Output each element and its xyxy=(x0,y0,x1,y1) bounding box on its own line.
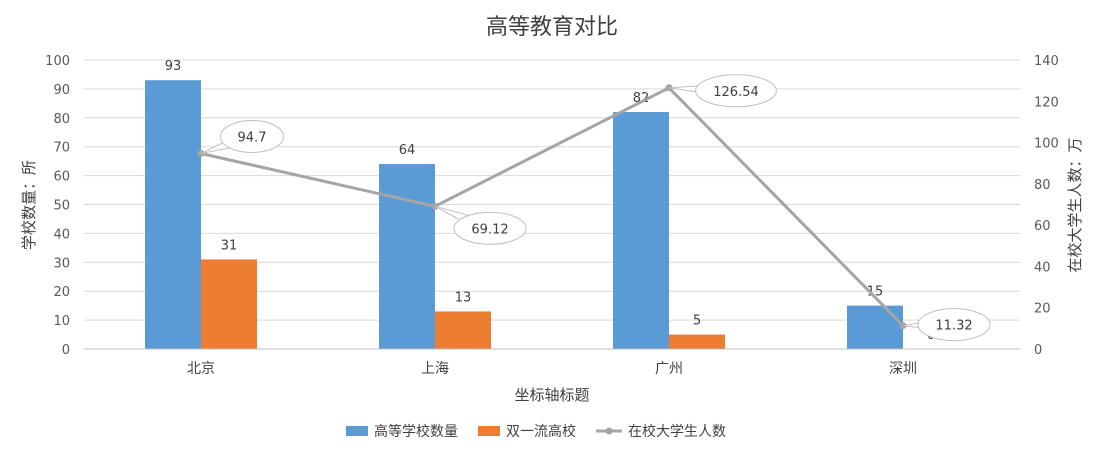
bar-double-first-class xyxy=(201,259,257,349)
left-axis-tick-label: 70 xyxy=(53,141,70,156)
legend-swatch-marker xyxy=(605,427,613,435)
bar-data-label: 82 xyxy=(633,91,650,106)
x-axis-title: 坐标轴标题 xyxy=(514,386,589,404)
left-axis-tick-label: 40 xyxy=(53,227,70,242)
line-data-label: 126.54 xyxy=(713,85,759,100)
line-data-label: 11.32 xyxy=(935,319,972,334)
right-axis-tick-label: 0 xyxy=(1034,343,1042,358)
bar-data-label: 93 xyxy=(165,59,182,74)
left-axis-tick-label: 90 xyxy=(53,83,70,98)
bar-data-label: 13 xyxy=(455,290,472,305)
left-axis-tick-label: 100 xyxy=(45,54,70,69)
bar-data-label: 5 xyxy=(693,314,701,329)
left-axis-tick-label: 50 xyxy=(53,199,70,214)
y-axis-title: 学校数量：所 xyxy=(20,160,38,250)
bar-double-first-class xyxy=(435,311,491,349)
line-data-label: 94.7 xyxy=(238,131,267,146)
y2-axis-title: 在校大学生人数：万 xyxy=(1066,137,1084,272)
callout-bubble xyxy=(219,120,285,154)
line-students xyxy=(200,86,905,327)
right-axis-tick-label: 140 xyxy=(1034,54,1059,69)
legend-swatch xyxy=(478,426,500,436)
callout-bubble xyxy=(695,74,777,108)
bar-data-label: 15 xyxy=(867,285,884,300)
left-axis-tick-label: 60 xyxy=(53,170,70,185)
category-label: 广州 xyxy=(655,361,683,377)
legend-label: 双一流高校 xyxy=(506,423,576,440)
left-axis-tick-label: 20 xyxy=(53,285,70,300)
left-axis-tick-label: 0 xyxy=(62,343,70,358)
bar-high-schools xyxy=(613,112,669,350)
left-axis-tick-label: 80 xyxy=(53,112,70,127)
bar-high-schools xyxy=(145,80,201,349)
category-label: 上海 xyxy=(421,361,449,377)
chart-title: 高等教育对比 xyxy=(486,15,618,40)
legend-swatch xyxy=(346,426,368,436)
callout-bubble xyxy=(917,308,991,342)
callout-bubble xyxy=(453,211,527,245)
right-axis-tick-label: 60 xyxy=(1034,219,1051,234)
line-data-label: 69.12 xyxy=(471,222,508,237)
right-axis-tick-label: 40 xyxy=(1034,260,1051,275)
right-axis-tick-label: 80 xyxy=(1034,178,1051,193)
right-axis-tick-label: 100 xyxy=(1034,137,1059,152)
category-label: 深圳 xyxy=(889,361,917,377)
right-axis-tick-label: 20 xyxy=(1034,302,1051,317)
left-axis-tick-label: 10 xyxy=(53,314,70,329)
bar-high-schools xyxy=(379,164,435,349)
right-axis-tick-label: 120 xyxy=(1034,95,1059,110)
left-axis-tick-label: 30 xyxy=(53,256,70,271)
category-label: 北京 xyxy=(187,361,215,377)
legend-label: 在校大学生人数 xyxy=(628,423,726,440)
bar-data-label: 31 xyxy=(221,238,238,253)
bar-high-schools xyxy=(847,305,903,349)
legend-label: 高等学校数量 xyxy=(374,423,458,440)
bar-data-label: 64 xyxy=(399,143,416,158)
bar-double-first-class xyxy=(669,334,725,349)
